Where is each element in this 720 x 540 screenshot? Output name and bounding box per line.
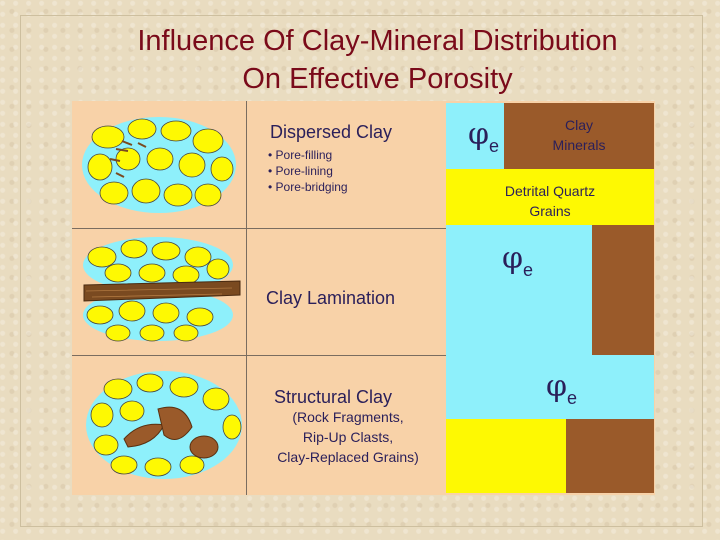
dispersed-clay-heading: Dispersed Clay <box>270 122 392 143</box>
clay-minerals-line-1: Clay <box>504 115 654 135</box>
bullet-pore-lining: • Pore-lining <box>268 163 348 179</box>
detrital-quartz-label: Detrital Quartz Grains <box>446 181 654 221</box>
detail-rip-up-clasts: Rip-Up Clasts, <box>248 427 448 447</box>
column-divider <box>246 101 247 495</box>
structural-clay-block <box>566 419 654 493</box>
phi-sub-1: e <box>489 136 499 156</box>
diagram-panel: Dispersed Clay • Pore-filling • Pore-lin… <box>72 101 655 495</box>
phi-e-label-3: φe <box>546 369 577 409</box>
phi-e-label-1: φe <box>468 117 499 157</box>
phi-e-label-2: φe <box>502 241 533 281</box>
clay-minerals-line-2: Minerals <box>504 135 654 155</box>
clay-lamination-sketch <box>72 235 244 345</box>
dispersed-clay-sketch <box>80 115 238 215</box>
detail-clay-replaced-grains: Clay-Replaced Grains) <box>248 447 448 467</box>
phi-symbol-3: φ <box>546 369 567 404</box>
detrital-quartz-line-1: Detrital Quartz <box>446 181 654 201</box>
bullet-pore-filling: • Pore-filling <box>268 147 348 163</box>
phi-sub-2: e <box>523 260 533 280</box>
structural-clay-sketch <box>84 369 244 481</box>
title-line-1: Influence Of Clay-Mineral Distribution <box>137 25 617 57</box>
row-divider-2 <box>72 355 446 356</box>
structural-clay-details: (Rock Fragments, Rip-Up Clasts, Clay-Rep… <box>248 407 448 467</box>
clay-minerals-label: Clay Minerals <box>504 115 654 155</box>
page-title: Influence Of Clay-Mineral Distribution O… <box>0 22 720 98</box>
detrital-quartz-line-2: Grains <box>446 201 654 221</box>
phi-symbol-2: φ <box>502 241 523 276</box>
title-line-2: On Effective Porosity <box>242 63 512 95</box>
dispersed-clay-bullets: • Pore-filling • Pore-lining • Pore-brid… <box>268 147 348 195</box>
bullet-pore-bridging: • Pore-bridging <box>268 179 348 195</box>
structural-quartz-block <box>446 419 566 493</box>
lamination-clay-block <box>592 225 654 355</box>
clay-lamination-heading: Clay Lamination <box>266 288 395 309</box>
detail-rock-fragments: (Rock Fragments, <box>248 407 448 427</box>
structural-clay-heading: Structural Clay <box>274 387 392 408</box>
row-divider-1 <box>72 228 446 229</box>
phi-sub-3: e <box>567 388 577 408</box>
phi-symbol-1: φ <box>468 117 489 152</box>
